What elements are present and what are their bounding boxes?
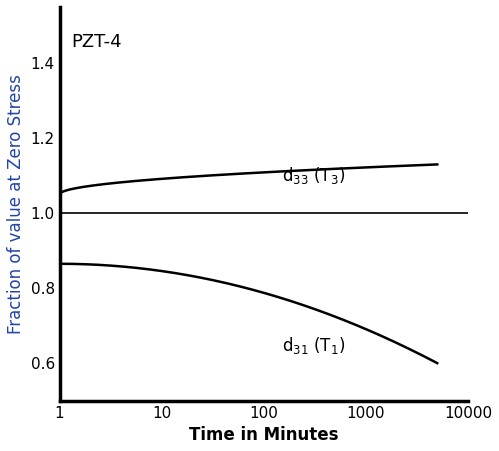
Y-axis label: Fraction of value at Zero Stress: Fraction of value at Zero Stress <box>7 74 25 334</box>
Text: d$_{33}$ (T$_3$): d$_{33}$ (T$_3$) <box>282 165 345 186</box>
Text: PZT-4: PZT-4 <box>71 33 122 51</box>
Text: d$_{31}$ (T$_1$): d$_{31}$ (T$_1$) <box>282 335 345 356</box>
X-axis label: Time in Minutes: Time in Minutes <box>189 426 338 444</box>
